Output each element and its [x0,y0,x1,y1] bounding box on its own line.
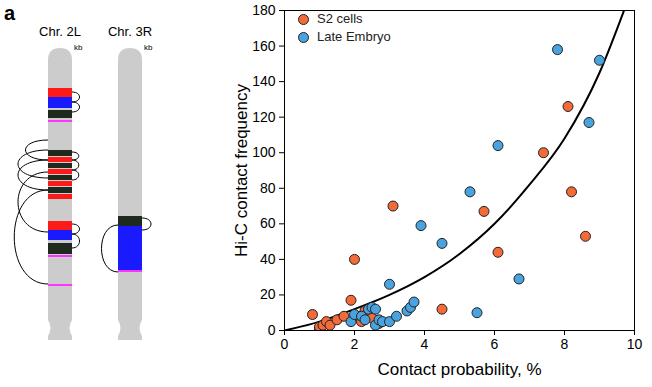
svg-text:0: 0 [268,322,276,338]
svg-text:100: 100 [252,144,276,160]
svg-text:40: 40 [260,251,276,267]
svg-text:4: 4 [421,336,429,352]
svg-text:80: 80 [260,180,276,196]
svg-text:a: a [4,2,16,24]
html-text:Late Embryo: Late Embryo [317,29,391,44]
svg-text:Contact probability, %: Contact probability, % [377,360,541,379]
svg-text:kb: kb [74,43,83,52]
svg-text:Chr. 3R: Chr. 3R [108,24,152,39]
svg-text:Hi-C contact frequency: Hi-C contact frequency [232,84,251,257]
svg-text:160: 160 [252,38,276,54]
svg-text:180: 180 [252,2,276,18]
svg-text:60: 60 [260,215,276,231]
svg-text:10: 10 [627,336,643,352]
svg-text:6: 6 [491,336,499,352]
svg-text:2: 2 [351,336,359,352]
html-text:S2 cells: S2 cells [317,11,363,26]
svg-text:120: 120 [252,109,276,125]
svg-text:140: 140 [252,73,276,89]
svg-text:0: 0 [281,336,289,352]
svg-text:8: 8 [561,336,569,352]
svg-text:kb: kb [144,43,153,52]
svg-text:Chr. 2L: Chr. 2L [39,24,81,39]
svg-text:20: 20 [260,286,276,302]
